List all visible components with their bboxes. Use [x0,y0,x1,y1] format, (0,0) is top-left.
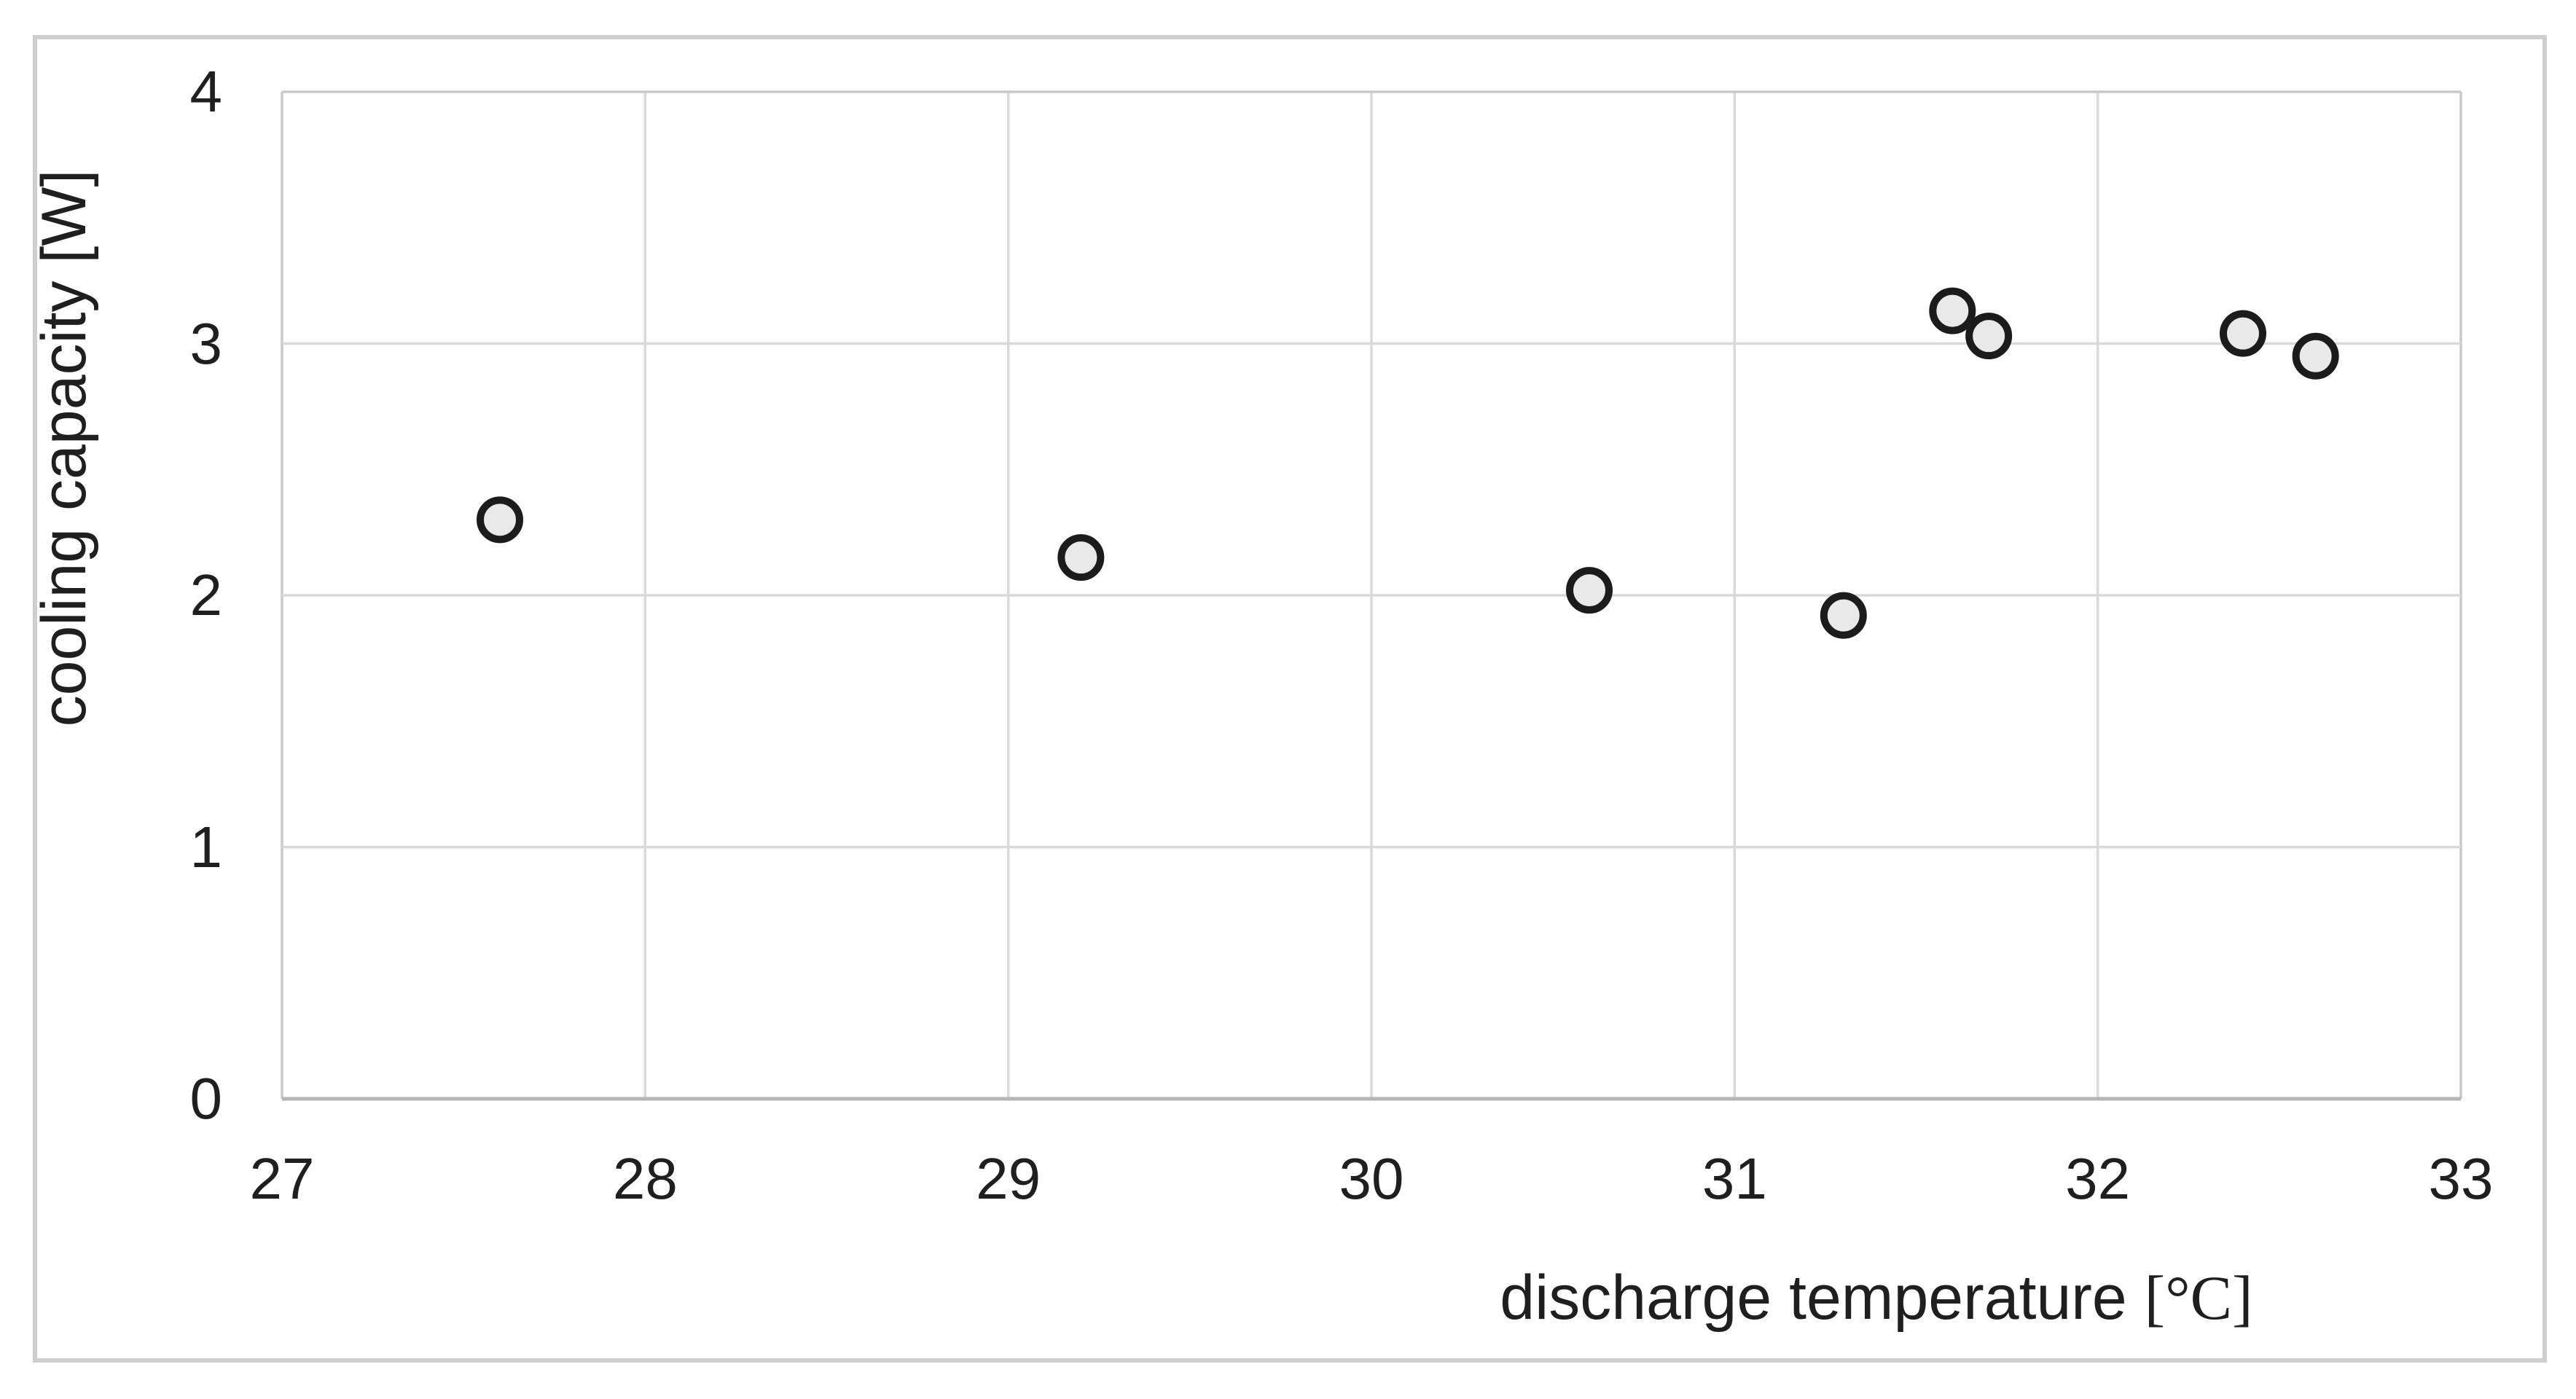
chart-outer-frame [33,35,2547,1363]
x-tick-label: 28 [612,1146,678,1211]
data-point-marker [1820,592,1867,639]
data-point-marker [2220,310,2266,357]
y-axis-title-text: cooling capacity [W] [29,169,99,727]
data-point-marker [1566,567,1613,614]
x-tick-label: 33 [2428,1146,2494,1211]
data-point-marker [2292,332,2339,380]
y-tick-label: 3 [189,310,223,376]
x-tick-label: 30 [1339,1146,1404,1211]
data-point-marker [1057,534,1105,581]
x-tick-label: 27 [249,1146,315,1211]
x-axis-title: discharge temperature [°C] [1385,1266,2368,1329]
x-tick-label: 32 [2065,1146,2131,1211]
x-tick-label: 31 [1702,1146,1767,1211]
data-point-marker [1929,287,1976,334]
x-tick-label: 29 [976,1146,1041,1211]
y-tick-label: 0 [189,1066,223,1131]
y-tick-label: 1 [189,814,223,879]
y-tick-label: 2 [189,563,223,627]
data-point-marker [477,496,523,544]
data-point-marker [1965,313,2013,360]
y-axis-title: cooling capacity [W] [29,0,120,958]
x-axis-title-text: discharge temperature [1500,1263,2145,1333]
y-tick-label: 4 [189,59,223,124]
x-axis-title-unit: [°C] [2144,1263,2253,1333]
plot-area [281,90,2462,1101]
